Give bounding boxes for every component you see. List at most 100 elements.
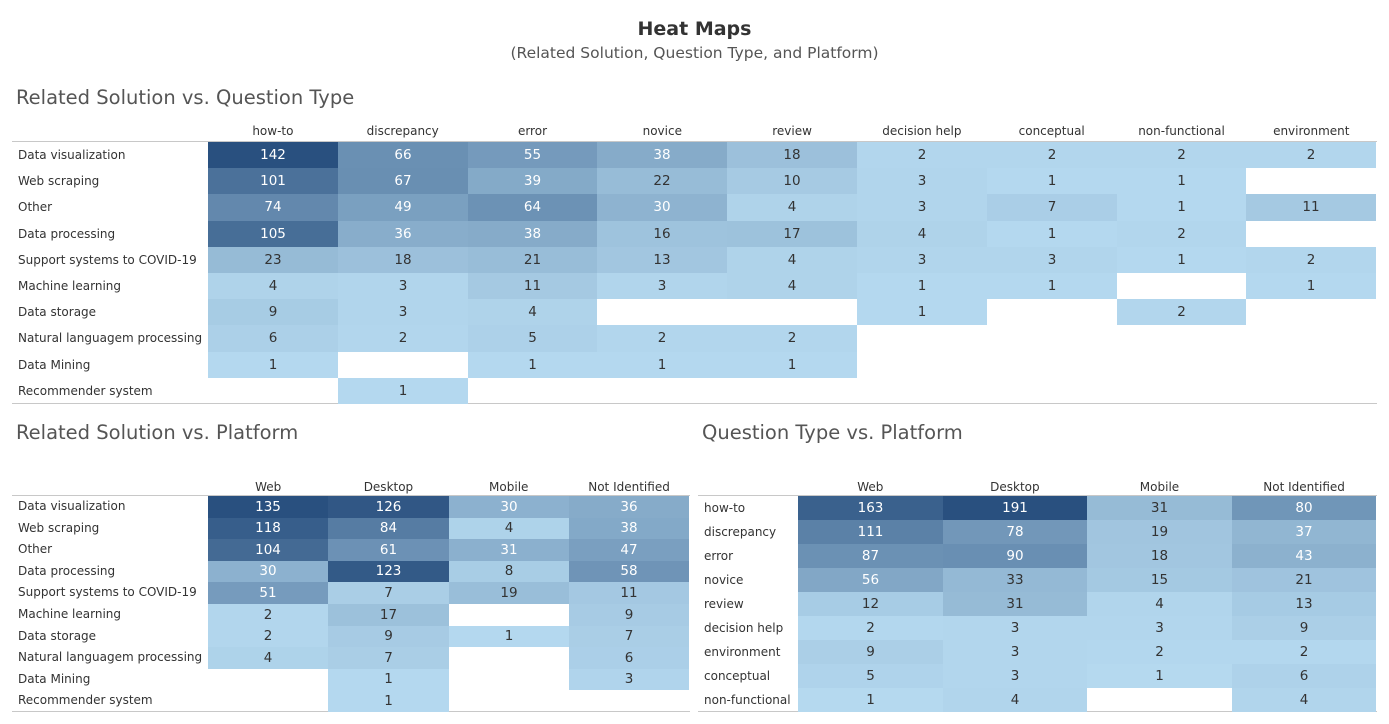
heatmap-cell[interactable]: 1 [1246,273,1376,299]
heatmap-cell[interactable]: 2 [1232,640,1376,664]
heatmap-cell[interactable]: 37 [1232,520,1376,544]
heatmap-cell[interactable]: 142 [208,142,338,168]
heatmap-cell[interactable]: 2 [208,604,328,626]
heatmap-cell[interactable]: 18 [338,247,468,273]
heatmap-cell[interactable]: 4 [727,194,857,221]
heatmap-cell[interactable]: 4 [449,518,569,539]
heatmap-cell[interactable]: 21 [1232,568,1376,592]
heatmap-cell[interactable]: 10 [727,168,857,194]
heatmap-cell[interactable]: 4 [1232,688,1376,712]
heatmap-cell[interactable]: 18 [727,142,857,168]
heatmap-cell[interactable]: 7 [328,647,449,669]
heatmap-cell[interactable]: 43 [1232,544,1376,568]
heatmap-cell[interactable]: 104 [208,539,328,561]
heatmap-cell[interactable]: 2 [1117,299,1246,325]
heatmap-cell[interactable]: 2 [1117,221,1246,247]
heatmap-cell[interactable]: 22 [597,168,727,194]
heatmap-cell[interactable]: 9 [328,626,449,647]
heatmap-cell[interactable]: 31 [449,539,569,561]
heatmap-cell[interactable]: 15 [1087,568,1232,592]
heatmap-cell[interactable]: 9 [208,299,338,325]
heatmap-cell[interactable]: 2 [727,325,857,352]
heatmap-cell[interactable]: 51 [208,582,328,604]
heatmap-cell[interactable]: 31 [943,592,1087,616]
heatmap-cell[interactable]: 17 [328,604,449,626]
heatmap-cell[interactable]: 11 [569,582,689,604]
heatmap-cell[interactable]: 1 [1087,664,1232,688]
heatmap-cell[interactable]: 7 [569,626,689,647]
heatmap-cell[interactable]: 3 [338,299,468,325]
heatmap-cell[interactable]: 101 [208,168,338,194]
heatmap-cell[interactable]: 6 [1232,664,1376,688]
heatmap-cell[interactable]: 5 [468,325,597,352]
heatmap-cell[interactable]: 3 [1087,616,1232,640]
heatmap-cell[interactable]: 58 [569,561,689,582]
heatmap-cell[interactable]: 61 [328,539,449,561]
heatmap-cell[interactable]: 87 [798,544,943,568]
heatmap-cell[interactable]: 8 [449,561,569,582]
heatmap-cell[interactable]: 16 [597,221,727,247]
heatmap-cell[interactable]: 11 [468,273,597,299]
heatmap-cell[interactable]: 11 [1246,194,1376,221]
heatmap-cell[interactable]: 2 [1246,142,1376,168]
heatmap-cell[interactable]: 3 [338,273,468,299]
heatmap-cell[interactable]: 21 [468,247,597,273]
heatmap-cell[interactable]: 3 [857,168,987,194]
heatmap-cell[interactable]: 38 [597,142,727,168]
heatmap-cell[interactable]: 2 [1087,640,1232,664]
heatmap-cell[interactable]: 74 [208,194,338,221]
heatmap-cell[interactable]: 2 [597,325,727,352]
heatmap-cell[interactable]: 33 [943,568,1087,592]
heatmap-cell[interactable]: 12 [798,592,943,616]
heatmap-cell[interactable]: 3 [857,194,987,221]
heatmap-cell[interactable]: 19 [1087,520,1232,544]
heatmap-cell[interactable]: 4 [727,273,857,299]
heatmap-cell[interactable]: 3 [597,273,727,299]
heatmap-cell[interactable]: 2 [208,626,328,647]
heatmap-cell[interactable]: 1 [338,378,468,404]
heatmap-cell[interactable]: 126 [328,496,449,518]
heatmap-cell[interactable]: 1 [328,669,449,690]
heatmap-cell[interactable]: 1 [987,168,1117,194]
heatmap-cell[interactable]: 5 [798,664,943,688]
heatmap-cell[interactable]: 80 [1232,496,1376,520]
heatmap-cell[interactable]: 1 [208,352,338,378]
heatmap-cell[interactable]: 39 [468,168,597,194]
heatmap-cell[interactable]: 9 [1232,616,1376,640]
heatmap-cell[interactable]: 18 [1087,544,1232,568]
heatmap-cell[interactable]: 13 [1232,592,1376,616]
heatmap-cell[interactable]: 1 [1117,247,1246,273]
heatmap-cell[interactable]: 135 [208,496,328,518]
heatmap-cell[interactable]: 111 [798,520,943,544]
heatmap-cell[interactable]: 7 [328,582,449,604]
heatmap-cell[interactable]: 2 [798,616,943,640]
heatmap-cell[interactable]: 1 [328,690,449,712]
heatmap-cell[interactable]: 49 [338,194,468,221]
heatmap-cell[interactable]: 4 [208,647,328,669]
heatmap-cell[interactable]: 1 [449,626,569,647]
heatmap-cell[interactable]: 163 [798,496,943,520]
heatmap-cell[interactable]: 56 [798,568,943,592]
heatmap-cell[interactable]: 2 [987,142,1117,168]
heatmap-cell[interactable]: 105 [208,221,338,247]
heatmap-cell[interactable]: 30 [597,194,727,221]
heatmap-cell[interactable]: 1 [798,688,943,712]
heatmap-cell[interactable]: 3 [987,247,1117,273]
heatmap-cell[interactable]: 4 [1087,592,1232,616]
heatmap-cell[interactable]: 1 [987,273,1117,299]
heatmap-cell[interactable]: 30 [208,561,328,582]
heatmap-cell[interactable]: 1 [468,352,597,378]
heatmap-cell[interactable]: 3 [943,616,1087,640]
heatmap-cell[interactable]: 6 [208,325,338,352]
heatmap-cell[interactable]: 66 [338,142,468,168]
heatmap-cell[interactable]: 3 [943,664,1087,688]
heatmap-cell[interactable]: 9 [569,604,689,626]
heatmap-cell[interactable]: 4 [208,273,338,299]
heatmap-cell[interactable]: 47 [569,539,689,561]
heatmap-cell[interactable]: 36 [569,496,689,518]
heatmap-cell[interactable]: 3 [943,640,1087,664]
heatmap-cell[interactable]: 64 [468,194,597,221]
heatmap-cell[interactable]: 118 [208,518,328,539]
heatmap-cell[interactable]: 1 [1117,168,1246,194]
heatmap-cell[interactable]: 191 [943,496,1087,520]
